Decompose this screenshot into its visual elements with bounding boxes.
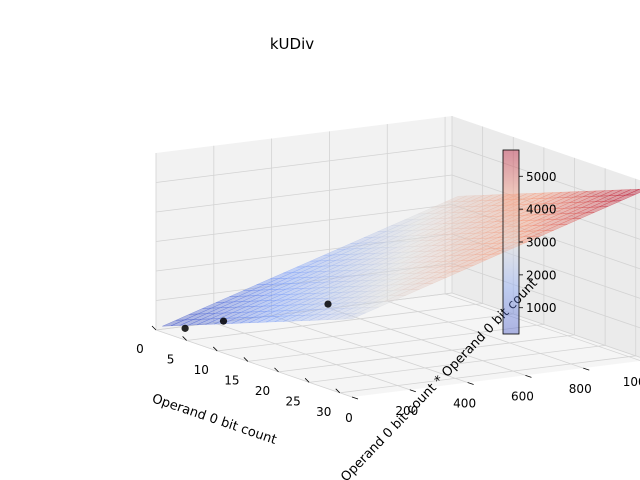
y-tick-label: 1000 bbox=[623, 375, 640, 389]
y-tick-mark bbox=[583, 367, 590, 371]
y-tick-mark bbox=[467, 382, 474, 385]
y-tick-label: 200 bbox=[395, 404, 418, 418]
y-tick-label: 0 bbox=[345, 411, 353, 425]
x-tick-label: 15 bbox=[224, 373, 239, 387]
grid-line bbox=[329, 307, 526, 376]
grid-line bbox=[451, 145, 640, 211]
grid-line bbox=[309, 344, 606, 383]
surface-cell bbox=[625, 188, 640, 196]
grid-line bbox=[155, 263, 453, 301]
data-points bbox=[181, 300, 332, 332]
y-tick-label: 400 bbox=[453, 397, 476, 411]
x-tick-label: 20 bbox=[255, 384, 270, 398]
grid-line bbox=[278, 334, 575, 373]
x-tick-mark bbox=[212, 346, 218, 352]
colorbar-tick-label: 4000 bbox=[526, 203, 557, 217]
y-tick-mark bbox=[409, 389, 416, 393]
x-tick-label: 10 bbox=[194, 363, 209, 377]
x-tick-mark bbox=[243, 357, 249, 362]
grid-line bbox=[339, 355, 636, 394]
y-tick-mark bbox=[351, 396, 359, 400]
grid-line bbox=[451, 174, 640, 240]
grid-line bbox=[217, 313, 514, 352]
x-axis-label: Operand 0 bit count bbox=[150, 391, 278, 447]
y-tick-mark bbox=[525, 374, 532, 378]
grid-line bbox=[451, 233, 640, 299]
x-tick-mark bbox=[151, 325, 157, 331]
colorbar-scale bbox=[502, 149, 520, 335]
grid-line bbox=[444, 293, 640, 361]
colorbar-tick-label: 1000 bbox=[526, 301, 557, 315]
grid-line bbox=[155, 204, 453, 242]
grid-line bbox=[155, 174, 453, 213]
colorbar-tick-label: 2000 bbox=[526, 268, 557, 282]
grid-line bbox=[155, 233, 453, 272]
x-tick-mark bbox=[182, 336, 187, 341]
y-tick-label: 800 bbox=[569, 382, 592, 396]
grid-line bbox=[186, 303, 483, 341]
surface-mesh bbox=[162, 188, 640, 327]
grid-lines bbox=[155, 116, 640, 398]
grid-line bbox=[451, 292, 640, 358]
grid-line bbox=[451, 263, 640, 329]
grid-line bbox=[155, 145, 453, 183]
grid-line bbox=[155, 329, 353, 398]
x-tick-mark bbox=[274, 367, 279, 373]
colorbar-tick-label: 3000 bbox=[526, 236, 557, 250]
grid-line bbox=[271, 315, 468, 383]
chart-title: kUDiv bbox=[270, 35, 314, 53]
x-tick-label: 5 bbox=[167, 352, 175, 366]
x-tick-mark bbox=[304, 378, 310, 383]
data-point bbox=[181, 324, 189, 332]
colorbar-tick-label: 5000 bbox=[526, 170, 557, 184]
grid-line bbox=[247, 324, 544, 362]
y-tick-label: 600 bbox=[511, 389, 534, 403]
x-tick-mark bbox=[335, 388, 341, 394]
grid-line bbox=[155, 292, 453, 331]
data-point bbox=[324, 300, 332, 308]
x-tick-label: 0 bbox=[136, 342, 144, 356]
colorbar: 1000 2000 3000 4000 5000 bbox=[502, 149, 557, 335]
grid-line bbox=[387, 300, 584, 369]
data-point bbox=[219, 317, 228, 325]
x-tick-label: 25 bbox=[285, 394, 300, 408]
grid-line bbox=[213, 322, 410, 391]
axis-ticks: 0510152025300200400600800100001000200030… bbox=[136, 325, 640, 425]
x-tick-label: 30 bbox=[316, 405, 331, 419]
